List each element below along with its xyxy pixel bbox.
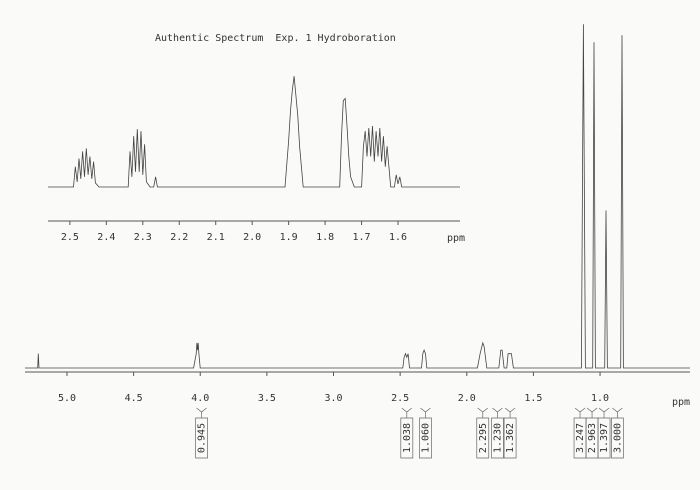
x-tick-label: 2.3 <box>134 232 152 243</box>
x-tick-label: 3.0 <box>324 393 342 404</box>
chart-title: Authentic Spectrum Exp. 1 Hydroboration <box>155 33 396 44</box>
integral-label: 1.038 <box>402 423 413 453</box>
integral-bracket <box>195 407 208 459</box>
integral-label: 1.060 <box>420 423 431 453</box>
integral-bracket <box>419 407 432 459</box>
integral-label: 3.000 <box>612 423 623 453</box>
spectrum-trace <box>48 76 460 188</box>
integral-label: 1.362 <box>505 423 516 453</box>
integral-bracket <box>597 407 611 459</box>
integral-label: 2.963 <box>587 423 598 453</box>
x-axis-label: ppm <box>447 233 465 244</box>
integral-bracket <box>476 407 490 459</box>
x-axis-label: ppm <box>672 397 690 408</box>
x-tick-label: 2.4 <box>97 232 115 243</box>
x-tick-label: 1.6 <box>389 232 407 243</box>
x-tick-label: 2.5 <box>61 232 79 243</box>
x-tick-label: 2.0 <box>243 232 261 243</box>
integral-bracket <box>503 407 517 459</box>
x-tick-label: 2.0 <box>458 393 476 404</box>
x-tick-label: 1.0 <box>591 393 609 404</box>
integral-label: 1.230 <box>492 423 503 453</box>
spectrum-trace <box>25 24 690 369</box>
integral-label: 3.247 <box>575 423 586 453</box>
x-tick-label: 4.0 <box>191 393 209 404</box>
integral-label: 2.295 <box>478 423 489 453</box>
x-tick-label: 4.5 <box>125 393 143 404</box>
integral-bracket <box>491 407 504 459</box>
x-tick-label: 2.1 <box>207 232 225 243</box>
integral-bracket <box>611 407 624 459</box>
integral-bracket <box>400 407 414 459</box>
integral-label: 0.945 <box>197 423 208 453</box>
x-tick-label: 3.5 <box>258 393 276 404</box>
x-tick-label: 1.9 <box>280 232 298 243</box>
x-tick-label: 1.5 <box>524 393 542 404</box>
x-tick-label: 1.8 <box>316 232 334 243</box>
x-tick-label: 2.2 <box>170 232 188 243</box>
x-tick-label: 1.7 <box>353 232 371 243</box>
x-tick-label: 5.0 <box>58 393 76 404</box>
x-tick-label: 2.5 <box>391 393 409 404</box>
integral-label: 1.397 <box>599 423 610 453</box>
